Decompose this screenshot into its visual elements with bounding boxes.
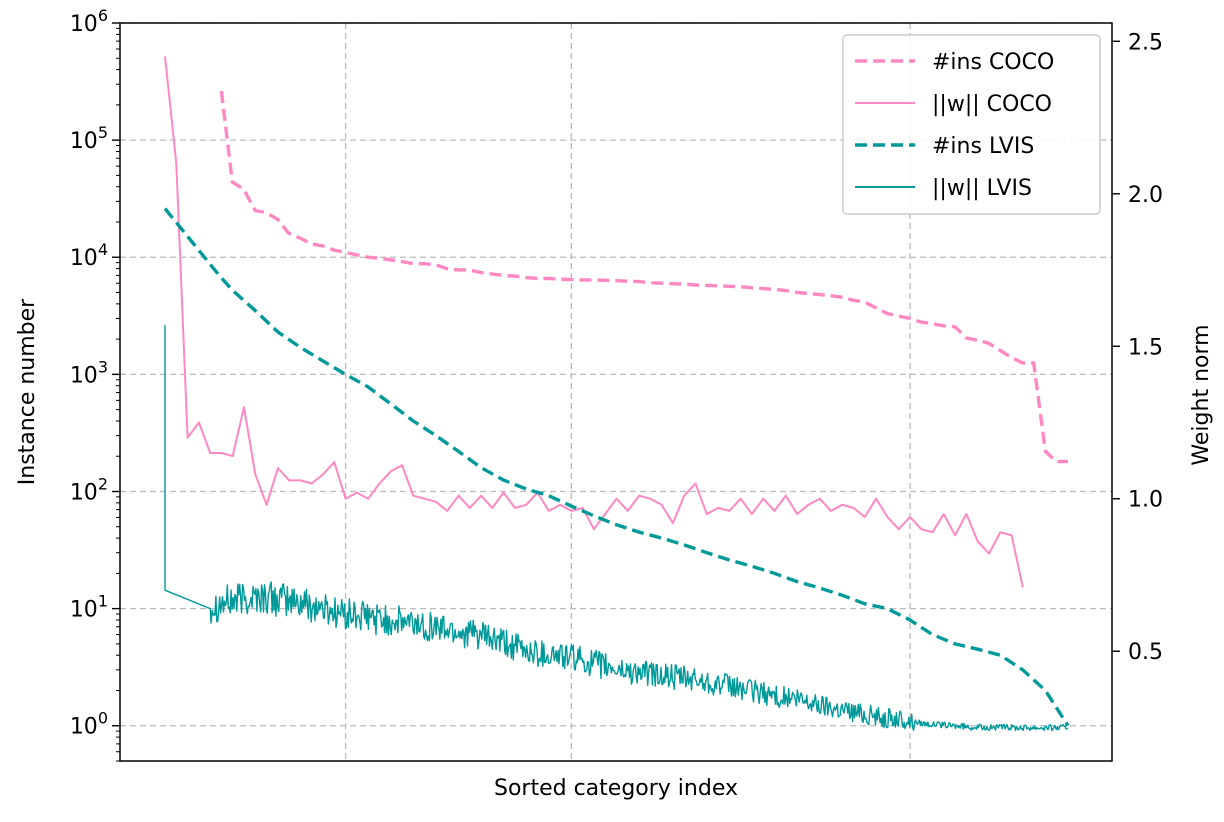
legend-label: ||w|| LVIS — [932, 176, 1032, 201]
right-tick-label: 2.5 — [1128, 30, 1163, 55]
legend-label: #ins COCO — [932, 50, 1054, 75]
left-tick-label: 101 — [70, 592, 108, 623]
x-axis-label: Sorted category index — [494, 776, 738, 801]
left-tick-label: 100 — [70, 709, 108, 740]
series-line-ins-coco — [219, 90, 1068, 464]
left-tick-label: 106 — [70, 6, 108, 37]
series-line-w-lvis — [164, 324, 1069, 732]
plot-frame — [119, 22, 1113, 762]
series-line-w-coco — [164, 56, 1024, 588]
legend-label: ||w|| COCO — [932, 92, 1052, 117]
right-y-axis-label: Weight norm — [1189, 324, 1214, 465]
left-tick-label: 102 — [70, 474, 108, 505]
left-tick-label: 105 — [70, 123, 108, 154]
right-tick-label: 0.5 — [1128, 640, 1163, 665]
left-tick-label: 103 — [70, 357, 108, 388]
left-y-axis-label: Instance number — [15, 298, 40, 485]
left-tick-label: 104 — [70, 240, 108, 271]
legend-box — [842, 34, 1101, 215]
right-tick-label: 1.5 — [1128, 335, 1163, 360]
series-layer — [163, 56, 1070, 732]
legend-label: #ins LVIS — [932, 134, 1034, 159]
legend: #ins COCO ||w|| COCO #ins LVIS ||w|| LVIS — [842, 34, 1101, 215]
left-y-axis: 100 101 102 103 104 105 106 — [70, 6, 120, 762]
series-line-ins-lvis — [163, 207, 1070, 727]
right-tick-label: 1.0 — [1128, 488, 1163, 513]
right-y-axis: 0.5 1.0 1.5 2.0 2.5 — [1112, 30, 1163, 665]
right-tick-label: 2.0 — [1128, 183, 1163, 208]
